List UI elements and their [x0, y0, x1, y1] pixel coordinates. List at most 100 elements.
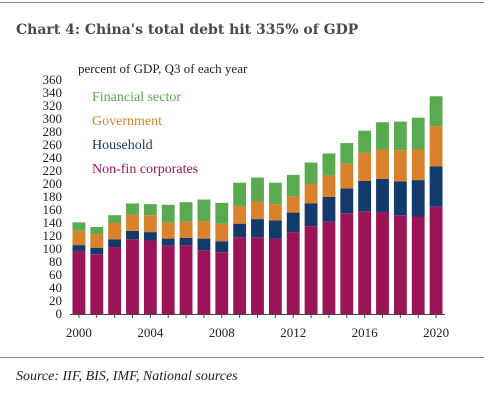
bar-segment	[126, 203, 139, 215]
bar-segment	[126, 230, 139, 240]
bar-segment	[143, 232, 157, 241]
bar-segment	[143, 204, 157, 216]
bar-segment	[411, 117, 425, 150]
bar-segment	[268, 204, 282, 221]
bar-segment	[161, 245, 175, 314]
bar-segment	[126, 239, 139, 314]
bar-segment	[233, 223, 247, 238]
bar-segment	[376, 122, 389, 150]
y-tick-label: 300	[43, 111, 63, 126]
legend-entry: Government	[92, 114, 162, 129]
y-tick-label: 20	[49, 293, 62, 308]
bar-segment	[161, 222, 175, 239]
bar-segment	[322, 197, 336, 222]
bar-segment	[197, 250, 211, 314]
bar-segment	[197, 199, 211, 222]
x-tick-label: 2020	[423, 325, 449, 340]
bar-segment	[233, 237, 247, 314]
chart-title: Chart 4: China's total debt hit 335% of …	[16, 22, 359, 38]
bar-segment	[251, 177, 264, 202]
y-tick-label: 320	[43, 98, 63, 113]
bar-segment	[393, 181, 407, 216]
y-tick-label: 100	[43, 241, 63, 256]
bar-segment	[215, 241, 229, 253]
bar-segment	[143, 215, 157, 233]
y-tick-label: 340	[43, 85, 63, 100]
bar-segment	[268, 182, 282, 205]
top-rule	[0, 2, 484, 3]
bar-segment	[322, 153, 336, 176]
bar-segment	[286, 232, 300, 314]
bar-segment	[268, 238, 282, 314]
y-tick-label: 200	[43, 176, 63, 191]
bar-segment	[90, 226, 104, 235]
bar-segment	[304, 184, 318, 204]
y-tick-label: 80	[49, 254, 62, 269]
y-tick-label: 280	[43, 124, 63, 139]
source-rule	[0, 357, 484, 358]
bar-segment	[429, 126, 443, 167]
axes: 0204060801001201401601802002202402602803…	[43, 72, 450, 340]
legend-entry: Financial sector	[92, 90, 181, 105]
bar-segment	[233, 182, 247, 207]
bar-segment	[376, 211, 389, 314]
bar-segment	[179, 202, 193, 222]
y-tick-label: 220	[43, 163, 63, 178]
bar-segment	[72, 250, 86, 314]
y-tick-label: 120	[43, 228, 63, 243]
bar-segment	[251, 201, 264, 220]
y-tick-label: 360	[43, 72, 63, 87]
bar-segment	[286, 212, 300, 233]
legend: Financial sector Government Household Non-f…	[92, 90, 198, 177]
bar-segment	[90, 254, 104, 314]
legend-entry: Non-fin corporates	[92, 162, 198, 177]
bar-segment	[411, 149, 425, 181]
y-tick-label: 140	[43, 215, 63, 230]
source-note: Source: IIF, BIS, IMF, National sources	[16, 369, 238, 384]
y-tick-label: 60	[49, 267, 62, 282]
bar-segment	[411, 180, 425, 217]
bar-segment	[393, 150, 407, 182]
bar-segment	[72, 245, 86, 251]
bar-segment	[179, 221, 193, 238]
bar-segment	[322, 175, 336, 197]
bar-segment	[322, 221, 336, 314]
x-tick-label: 2000	[66, 325, 92, 340]
bar-segment	[268, 220, 282, 239]
bar-segment	[340, 143, 354, 164]
bar-segment	[197, 238, 211, 251]
bar-segment	[179, 237, 193, 246]
bar-segment	[304, 162, 318, 184]
bars	[72, 96, 443, 314]
bar-segment	[161, 238, 175, 246]
y-tick-label: 240	[43, 150, 63, 165]
y-axis-label: percent of GDP, Q3 of each year	[78, 61, 248, 76]
bar-segment	[429, 96, 443, 127]
bar-segment	[393, 215, 407, 314]
bar-segment	[126, 214, 139, 231]
bar-segment	[304, 226, 318, 314]
bar-segment	[72, 222, 86, 231]
bar-segment	[108, 239, 122, 248]
bar-segment	[161, 204, 175, 223]
bar-segment	[358, 180, 372, 212]
bar-segment	[340, 188, 354, 214]
bar-segment	[358, 211, 372, 314]
bar-segment	[108, 247, 122, 314]
x-tick-label: 2016	[352, 325, 379, 340]
bar-segment	[411, 216, 425, 314]
bar-segment	[215, 202, 229, 224]
bar-segment	[358, 130, 372, 153]
bar-segment	[286, 196, 300, 213]
x-tick-label: 2008	[209, 325, 235, 340]
bar-segment	[304, 203, 318, 227]
x-tick-label: 2012	[280, 325, 306, 340]
y-tick-label: 0	[56, 306, 63, 321]
bar-segment	[429, 206, 443, 314]
bar-segment	[251, 219, 264, 238]
y-tick-label: 40	[49, 280, 62, 295]
bar-segment	[429, 166, 443, 207]
bar-segment	[251, 237, 264, 314]
bar-segment	[108, 215, 122, 223]
